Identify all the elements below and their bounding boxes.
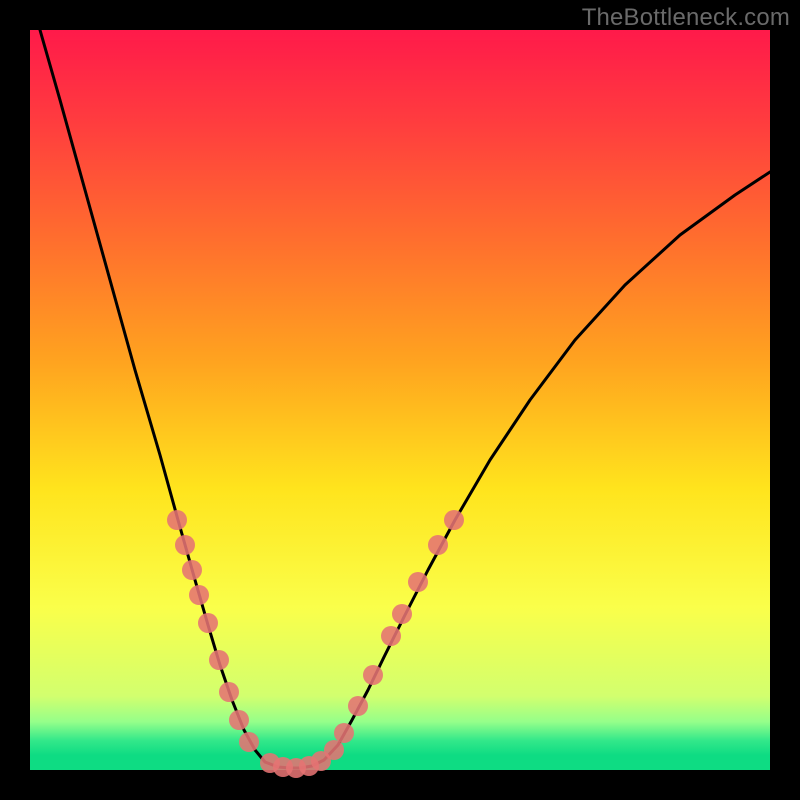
marker-dot <box>198 613 218 633</box>
marker-dot <box>381 626 401 646</box>
watermark-text: TheBottleneck.com <box>582 4 790 32</box>
marker-dot <box>444 510 464 530</box>
chart-stage: TheBottleneck.com <box>0 0 800 800</box>
marker-dot <box>348 696 368 716</box>
marker-dot <box>189 585 209 605</box>
marker-dot <box>334 723 354 743</box>
marker-dot <box>363 665 383 685</box>
marker-dot <box>182 560 202 580</box>
marker-dot <box>239 732 259 752</box>
marker-dot <box>324 740 344 760</box>
marker-group <box>167 510 464 778</box>
marker-dot <box>175 535 195 555</box>
marker-dot <box>392 604 412 624</box>
marker-dot <box>408 572 428 592</box>
bottleneck-curve <box>40 30 770 768</box>
marker-dot <box>229 710 249 730</box>
marker-dot <box>167 510 187 530</box>
curve-overlay <box>0 0 800 800</box>
marker-dot <box>209 650 229 670</box>
marker-dot <box>219 682 239 702</box>
marker-dot <box>428 535 448 555</box>
